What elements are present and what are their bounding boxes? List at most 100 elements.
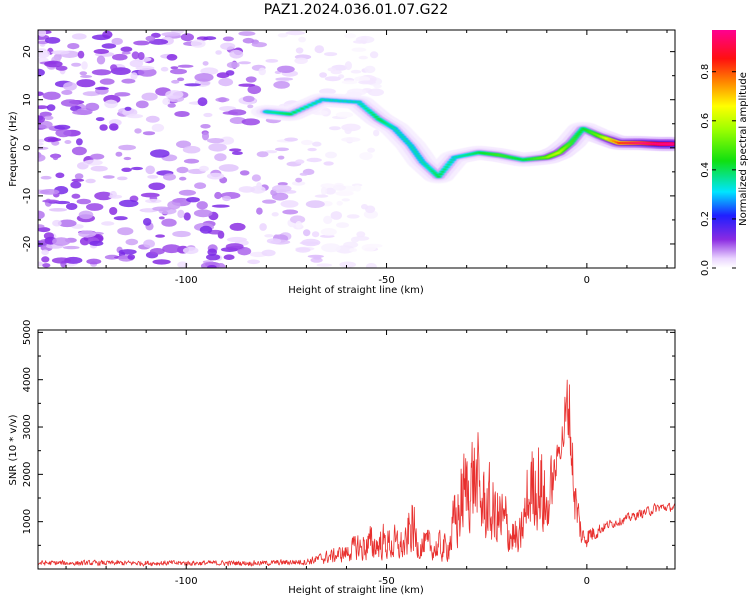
spectrogram-noise-blob: [55, 172, 65, 179]
spectrogram-noise-blob: [277, 155, 285, 160]
spectrogram-noise-blob: [43, 115, 54, 121]
spectrogram-noise-blob: [71, 193, 81, 199]
spectrogram-noise-blob: [207, 248, 217, 256]
spectrogram-noise-blob: [196, 201, 208, 210]
spectrogram-noise-blob: [46, 104, 56, 111]
spectrogram-noise-blob: [38, 68, 45, 77]
spectrogram-noise-blob: [259, 223, 267, 231]
spectrogram-noise-blob: [215, 97, 230, 103]
snr-series-line: [38, 379, 675, 567]
spectrogram-noise-blob: [184, 83, 201, 87]
spectrogram-signal-cell: [404, 140, 409, 143]
spectrogram-noise-blob: [47, 137, 62, 142]
spectrogram-noise-blob: [165, 90, 184, 99]
spectrogram-noise-blob: [170, 66, 179, 70]
spectrogram-noise-blob: [350, 236, 360, 243]
spectrogram-noise-blob: [145, 199, 162, 204]
spectrogram-noise-blob: [172, 230, 191, 238]
spectrogram-noise-blob: [38, 91, 44, 97]
spectrogram-noise-blob: [76, 198, 92, 205]
spectrogram-noise-blob: [40, 189, 60, 195]
spectrogram-noise-blob: [167, 200, 181, 210]
spectrogram-signal-cell: [576, 133, 581, 135]
colorbar-ticks: 0.0 0.2 0.4 0.6 0.8: [700, 64, 736, 276]
colorbar-tick-label: 0.4: [700, 162, 711, 178]
spectrogram-signal-cell: [570, 140, 575, 143]
spectrogram-noise-blob: [155, 234, 166, 238]
spectrogram-noise-blob: [266, 238, 282, 244]
spectrogram-signal-cell: [329, 99, 334, 102]
y-tick-label: 10: [22, 93, 33, 106]
spectrogram-noise-blob: [356, 231, 366, 238]
spectrogram-signal-cell: [394, 129, 399, 132]
spectrogram-noise-blob: [71, 178, 85, 182]
spectrogram-signal-cell: [398, 134, 403, 136]
spectrogram-noise-blob: [241, 118, 260, 126]
spectrogram-signal-cell: [361, 105, 366, 108]
spectrogram-noise-blob: [125, 238, 139, 246]
spectrogram-noise-blob: [120, 46, 133, 53]
colorbar-tick-label: 0.6: [700, 113, 711, 129]
spectrogram-noise-blob: [324, 76, 341, 82]
spectrogram-noise-blob: [223, 254, 235, 260]
spectrogram-noise-blob: [99, 78, 115, 85]
spectrogram-noise-blob: [179, 176, 187, 181]
spectrogram-noise-blob: [307, 147, 317, 152]
spectrogram-signal-cell: [432, 172, 437, 174]
spectrogram-noise-blob: [365, 263, 377, 268]
spectrogram-noise-blob: [149, 248, 165, 255]
spectrogram-noise-blob: [112, 53, 128, 61]
spectrogram-noise-blob: [272, 184, 292, 193]
spectrogram-noise-blob: [52, 153, 59, 161]
spectrogram-noise-blob: [349, 248, 358, 252]
spectrogram-noise-blob: [109, 123, 119, 131]
spectrogram-noise-blob: [303, 229, 311, 237]
x-tick-label: -100: [175, 275, 198, 286]
spectrogram-noise-blob: [55, 128, 72, 138]
spectrogram-noise-blob: [71, 62, 82, 67]
spectrogram-noise-blob: [358, 55, 368, 60]
y-tick-label: 20: [22, 45, 33, 58]
spectrogram-noise-blob: [211, 204, 230, 208]
spectrogram-noise-blob: [137, 52, 145, 60]
spectrogram-signal-cell: [428, 168, 433, 171]
spectrogram-signal-cell: [416, 155, 421, 157]
spectrogram-noise-blob: [341, 137, 361, 143]
spectrogram-noise-blob: [203, 112, 213, 118]
spectrogram-noise-blob: [90, 153, 105, 160]
spectrogram-noise-blob: [271, 212, 279, 217]
spectrogram-noise-blob: [261, 249, 276, 257]
spectrogram-noise-blob: [251, 174, 261, 182]
spectrogram-noise-blob: [251, 42, 267, 48]
spectrogram-noise-blob: [295, 177, 303, 183]
spectrogram-noise-blob: [145, 115, 160, 123]
spectrogram-signal-cell: [440, 170, 445, 173]
x-tick-label: 0: [584, 275, 590, 286]
spectrogram-noise-blob: [121, 167, 132, 172]
spectrogram-noise-blob: [148, 182, 166, 191]
spectrogram-signal-cell: [414, 152, 419, 155]
spectrogram-noise-blob: [336, 222, 349, 229]
spectrogram-noise-blob: [202, 131, 209, 141]
spectrogram-noise-blob: [57, 219, 77, 228]
spectrogram-noise-blob: [207, 138, 225, 144]
spectrogram-noise-blob: [226, 61, 240, 69]
spectrogram-noise-blob: [330, 211, 342, 220]
spectrogram-signal-cell: [288, 113, 293, 115]
spectrogram-noise-blob: [341, 198, 350, 202]
spectrogram-signal-cell: [450, 158, 455, 161]
spectrogram-noise-blob: [78, 210, 94, 220]
spectrogram-noise-blob: [96, 55, 106, 65]
spectrogram-noise-blob: [176, 140, 191, 149]
spectrogram-noise-blob: [177, 261, 189, 268]
spectrogram-noise-blob: [301, 139, 313, 146]
spectrogram-signal-cell: [304, 106, 309, 108]
spectrogram-noise-blob: [361, 204, 368, 210]
spectrogram-signal-cell: [568, 142, 573, 144]
spectrogram-noise-blob: [110, 64, 118, 71]
spectrogram-signal-cell: [342, 100, 348, 103]
spectrogram-signal-cell: [300, 107, 305, 110]
spectrogram-noise-blob: [121, 51, 131, 55]
chart-title: PAZ1.2024.036.01.07.G22: [264, 2, 449, 18]
